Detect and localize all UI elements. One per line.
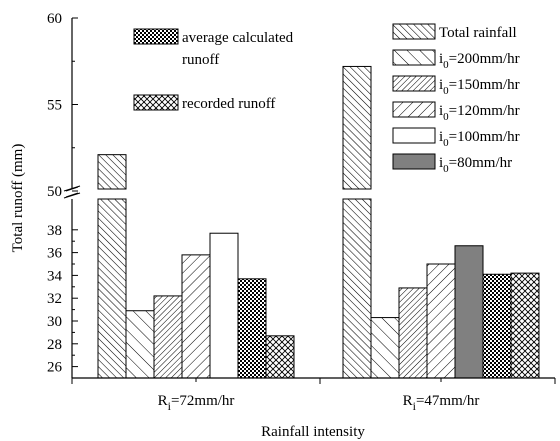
y-ticks: 50 55 60 26 28 30 32 34 36 38 <box>47 11 78 376</box>
axis-break-gap <box>60 190 560 198</box>
x-axis-label: Rainfall intensity <box>261 424 365 440</box>
legend-label-total: Total rainfall <box>439 25 517 41</box>
bar-total-group-1 <box>97 154 127 190</box>
bar-i80-group-2 <box>454 245 484 379</box>
y-tick-label-36: 36 <box>47 246 63 262</box>
bar-i150-group-2 <box>398 287 428 379</box>
y-tick-label-60: 60 <box>47 11 62 27</box>
bar-i120-group-1 <box>181 254 211 379</box>
legend-label-i120: i0=120mm/hr <box>439 103 520 123</box>
bar-i150-group-1 <box>153 295 183 379</box>
x-group-label-1: Ri=72mm/hr <box>158 393 235 413</box>
bar-total-group-2-lower <box>342 198 372 379</box>
legend-label-avg-line2: runoff <box>182 52 219 68</box>
bar-recorded-group-1 <box>265 335 295 379</box>
legend-swatch-i120 <box>392 101 436 118</box>
legend-swatch-total <box>392 23 436 40</box>
axis-break-marker <box>65 186 79 198</box>
y-tick-label-28: 28 <box>47 337 62 353</box>
bars <box>60 65 560 379</box>
x-ticks: Ri=72mm/hr Ri=47mm/hr <box>71 378 556 413</box>
legend: average calculated runoff recorded runoff T… <box>133 23 520 175</box>
legend-swatch-recorded <box>133 94 179 111</box>
bar-total-group-1-lower <box>97 198 127 379</box>
y-tick-label-32: 32 <box>47 291 62 307</box>
x-group-label-2: Ri=47mm/hr <box>403 393 480 413</box>
bar-avg-group-2 <box>482 273 512 379</box>
bar-recorded-group-2 <box>510 272 540 379</box>
legend-swatch-avg <box>133 28 179 45</box>
y-tick-label-38: 38 <box>47 223 62 239</box>
legend-label-i200: i0=200mm/hr <box>439 51 520 71</box>
y-tick-label-34: 34 <box>47 268 63 284</box>
y-tick-label-50: 50 <box>47 184 62 200</box>
legend-label-avg: average calculated <box>182 30 294 46</box>
y-axis-label: Total runoff (mm) <box>10 144 26 253</box>
legend-label-i100: i0=100mm/hr <box>439 129 520 149</box>
bar-i120-group-2 <box>426 263 456 379</box>
legend-swatch-i80 <box>392 153 436 170</box>
bar-i100-group-1 <box>209 232 239 379</box>
axes <box>65 18 555 379</box>
bar-total-group-2 <box>342 65 372 190</box>
legend-swatch-i200 <box>392 49 436 66</box>
legend-label-i150: i0=150mm/hr <box>439 77 520 97</box>
legend-swatch-i100 <box>392 127 436 144</box>
legend-label-i80: i0=80mm/hr <box>439 155 512 175</box>
bar-i200-group-2 <box>370 317 400 379</box>
legend-swatch-i150 <box>392 75 436 92</box>
bar-avg-group-1 <box>237 278 267 379</box>
legend-label-recorded: recorded runoff <box>182 96 275 112</box>
bar-i200-group-1 <box>125 310 155 379</box>
y-tick-label-55: 55 <box>47 98 62 114</box>
y-tick-label-26: 26 <box>47 360 63 376</box>
y-tick-label-30: 30 <box>47 314 62 330</box>
